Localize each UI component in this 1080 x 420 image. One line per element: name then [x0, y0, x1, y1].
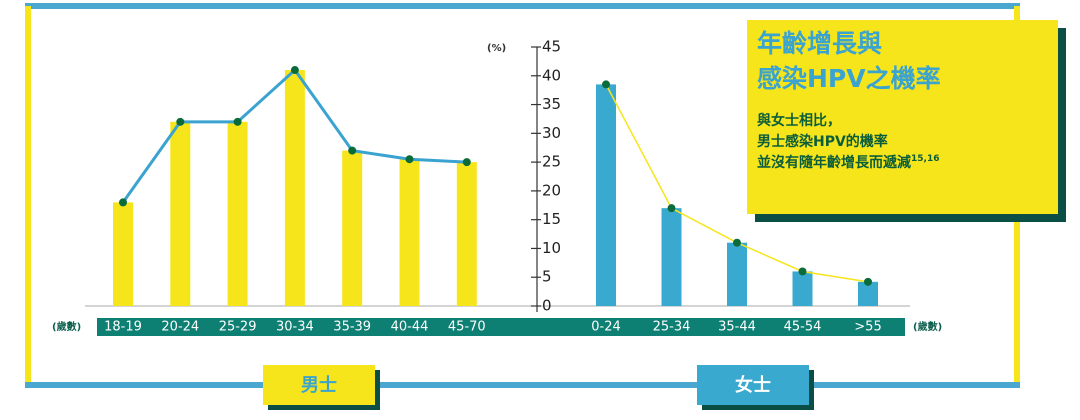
point: [119, 198, 127, 207]
y-tick-label: 35: [542, 95, 561, 113]
y-tick-label: 10: [542, 239, 561, 257]
bar: [113, 202, 133, 306]
y-tick-label: 0: [542, 297, 552, 315]
group-label: 女士: [735, 374, 771, 396]
y-tick-label: 30: [542, 124, 561, 142]
label-box: [697, 365, 809, 405]
callout-title: 年齡增長與: [757, 29, 882, 58]
x-tick-label: 25-34: [653, 320, 691, 335]
bar: [456, 162, 477, 306]
y-tick-label: 40: [542, 66, 561, 84]
callout-text: 與女士相比，: [757, 112, 841, 129]
x-tick-label: 40-44: [391, 320, 429, 335]
callout-superscript: 15,16: [911, 154, 939, 164]
bar: [858, 281, 878, 306]
bar: [792, 271, 813, 306]
point: [667, 204, 676, 213]
x-tick-label: 35-44: [718, 320, 756, 335]
x-tick-label: 45-70: [448, 320, 486, 335]
y-tick-label: 15: [542, 210, 561, 228]
x-tick-label: 45-54: [784, 320, 822, 335]
callout-title: 感染HPV之機率: [757, 64, 941, 93]
bar: [342, 150, 363, 306]
point: [733, 238, 741, 247]
callout-box: [747, 20, 1058, 214]
bar: [399, 159, 420, 306]
callout-line: 並沒有隨年齡增長而遞減: [757, 154, 911, 171]
point: [176, 117, 185, 126]
point: [348, 146, 357, 155]
bar: [284, 70, 305, 307]
label-box: [263, 365, 375, 405]
x-tick-label: 25-29: [219, 320, 257, 335]
x-tick-label: >55: [854, 320, 881, 335]
y-tick-label: 45: [542, 38, 561, 56]
x-tick-label: 18-19: [104, 320, 142, 335]
point: [233, 117, 242, 126]
x-tick-label: 35-39: [333, 320, 371, 335]
point: [798, 267, 807, 276]
bar: [596, 84, 616, 307]
x-tick-label: 30-34: [276, 320, 314, 335]
callout-text: 男士感染HPV的機率: [757, 133, 888, 150]
callout-text: 並沒有隨年齡增長而遞減15,16: [757, 154, 939, 172]
y-tick-label: 5: [542, 268, 552, 286]
bar: [727, 242, 747, 306]
y-tick-label: 20: [542, 181, 561, 199]
category-band: [97, 318, 905, 336]
x-tick-label: 0-24: [591, 320, 621, 335]
point: [290, 66, 299, 75]
y-unit: (%): [487, 43, 506, 54]
bar: [227, 121, 248, 306]
bar: [661, 208, 682, 306]
point: [864, 277, 872, 286]
group-label: 男士: [301, 375, 337, 396]
x-tick-label: 20-24: [161, 320, 199, 335]
point: [462, 158, 471, 167]
x-unit: (歲數): [52, 320, 81, 333]
y-tick-label: 25: [542, 153, 561, 171]
bar: [170, 121, 191, 306]
point: [602, 80, 610, 89]
point: [405, 155, 414, 164]
x-unit: (歲數): [913, 320, 942, 333]
